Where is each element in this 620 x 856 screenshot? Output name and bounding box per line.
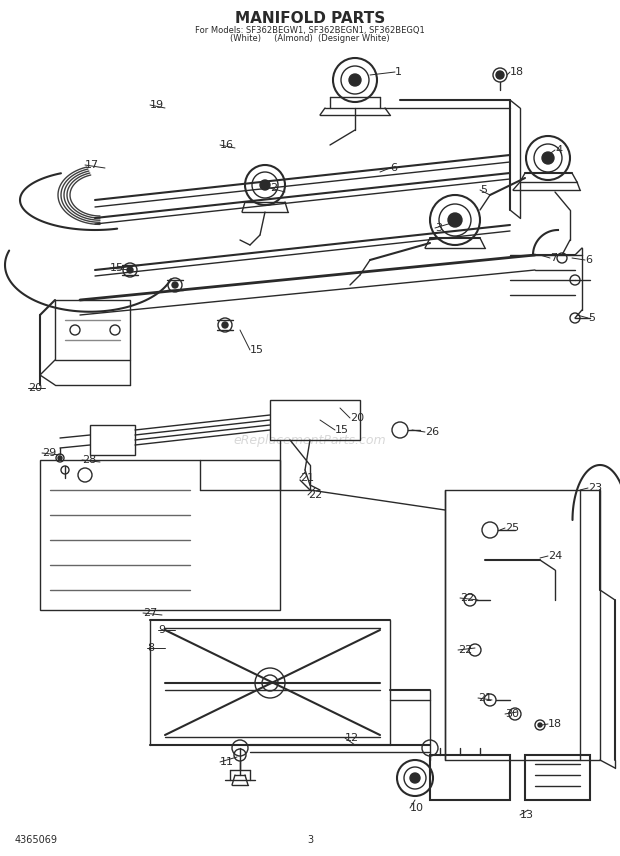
Text: 5: 5 bbox=[480, 185, 487, 195]
Text: 13: 13 bbox=[520, 810, 534, 820]
Text: 26: 26 bbox=[425, 427, 439, 437]
Text: 19: 19 bbox=[150, 100, 164, 110]
Text: 20: 20 bbox=[350, 413, 364, 423]
Text: 22: 22 bbox=[458, 645, 472, 655]
Text: 6: 6 bbox=[585, 255, 592, 265]
Text: 21: 21 bbox=[300, 473, 314, 483]
Text: 23: 23 bbox=[588, 483, 602, 493]
Circle shape bbox=[448, 213, 462, 227]
Text: 22: 22 bbox=[460, 593, 474, 603]
Text: 22: 22 bbox=[308, 490, 322, 500]
Text: 27: 27 bbox=[143, 608, 157, 618]
Text: 25: 25 bbox=[505, 523, 519, 533]
Text: 15: 15 bbox=[110, 263, 124, 273]
Text: 2: 2 bbox=[270, 183, 277, 193]
Text: 20: 20 bbox=[28, 383, 42, 393]
Text: 4: 4 bbox=[555, 145, 562, 155]
Circle shape bbox=[58, 456, 62, 460]
Circle shape bbox=[410, 773, 420, 783]
Circle shape bbox=[127, 267, 133, 273]
Text: 21: 21 bbox=[478, 693, 492, 703]
Text: 1: 1 bbox=[395, 67, 402, 77]
Text: 3: 3 bbox=[307, 835, 313, 845]
Text: 3: 3 bbox=[435, 223, 442, 233]
Text: 8: 8 bbox=[147, 643, 154, 653]
Circle shape bbox=[172, 282, 178, 288]
Text: 12: 12 bbox=[345, 733, 359, 743]
Text: 29: 29 bbox=[42, 448, 56, 458]
Text: MANIFOLD PARTS: MANIFOLD PARTS bbox=[235, 10, 385, 26]
Text: 5: 5 bbox=[588, 313, 595, 323]
Text: 17: 17 bbox=[85, 160, 99, 170]
Text: 16: 16 bbox=[220, 140, 234, 150]
Text: eReplacementParts.com: eReplacementParts.com bbox=[234, 433, 386, 447]
Text: 7: 7 bbox=[550, 253, 557, 263]
Text: 4365069: 4365069 bbox=[15, 835, 58, 845]
Text: (White)     (Almond)  (Designer White): (White) (Almond) (Designer White) bbox=[230, 33, 390, 43]
Circle shape bbox=[349, 74, 361, 86]
Circle shape bbox=[260, 180, 270, 190]
Text: 30: 30 bbox=[505, 709, 519, 719]
Text: 6: 6 bbox=[390, 163, 397, 173]
Text: 18: 18 bbox=[548, 719, 562, 729]
Circle shape bbox=[222, 322, 228, 328]
Text: 18: 18 bbox=[510, 67, 524, 77]
Text: 15: 15 bbox=[335, 425, 349, 435]
Text: 28: 28 bbox=[82, 455, 96, 465]
Circle shape bbox=[538, 723, 542, 727]
Circle shape bbox=[542, 152, 554, 164]
Text: 9: 9 bbox=[158, 625, 165, 635]
Text: 11: 11 bbox=[220, 757, 234, 767]
Text: 10: 10 bbox=[410, 803, 424, 813]
Text: For Models: SF362BEGW1, SF362BEGN1, SF362BEGQ1: For Models: SF362BEGW1, SF362BEGN1, SF36… bbox=[195, 26, 425, 34]
Text: 15: 15 bbox=[250, 345, 264, 355]
Circle shape bbox=[496, 71, 504, 79]
Text: 24: 24 bbox=[548, 551, 562, 561]
